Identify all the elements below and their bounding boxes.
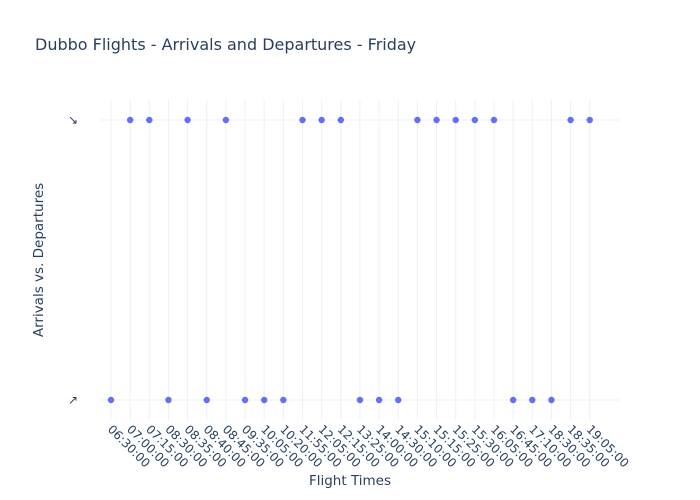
data-points bbox=[107, 116, 593, 404]
data-point bbox=[107, 396, 115, 404]
data-point bbox=[567, 116, 574, 124]
data-point bbox=[395, 396, 402, 404]
data-point bbox=[299, 116, 306, 124]
data-point bbox=[337, 116, 344, 124]
data-point bbox=[586, 116, 593, 124]
grid bbox=[100, 100, 620, 420]
data-point bbox=[471, 116, 479, 124]
data-point bbox=[222, 116, 230, 124]
data-point bbox=[146, 116, 153, 124]
data-point bbox=[261, 396, 268, 404]
x-axis-title: Flight Times bbox=[309, 473, 391, 489]
data-point bbox=[318, 116, 325, 124]
data-point bbox=[433, 116, 440, 124]
y-tick-label: ↗ bbox=[68, 393, 78, 407]
data-point bbox=[241, 396, 249, 404]
data-point bbox=[375, 396, 383, 404]
data-point bbox=[356, 396, 364, 404]
data-point bbox=[509, 396, 517, 404]
data-point bbox=[203, 396, 210, 404]
x-tick-labels: 06:30:0007:00:0007:15:0008:30:0008:35:00… bbox=[105, 422, 632, 470]
data-point bbox=[165, 396, 172, 404]
y-tick-labels: ↗↘ bbox=[68, 113, 78, 407]
data-point bbox=[414, 116, 421, 124]
chart-title: Dubbo Flights - Arrivals and Departures … bbox=[35, 35, 416, 54]
y-tick-label: ↘ bbox=[68, 113, 78, 127]
data-point bbox=[184, 116, 191, 124]
data-point bbox=[490, 116, 498, 124]
data-point bbox=[126, 116, 134, 124]
data-point bbox=[529, 396, 536, 404]
data-point bbox=[452, 116, 459, 124]
data-point bbox=[548, 396, 555, 404]
y-axis-title: Arrivals vs. Departures bbox=[31, 183, 47, 337]
data-point bbox=[280, 396, 287, 404]
